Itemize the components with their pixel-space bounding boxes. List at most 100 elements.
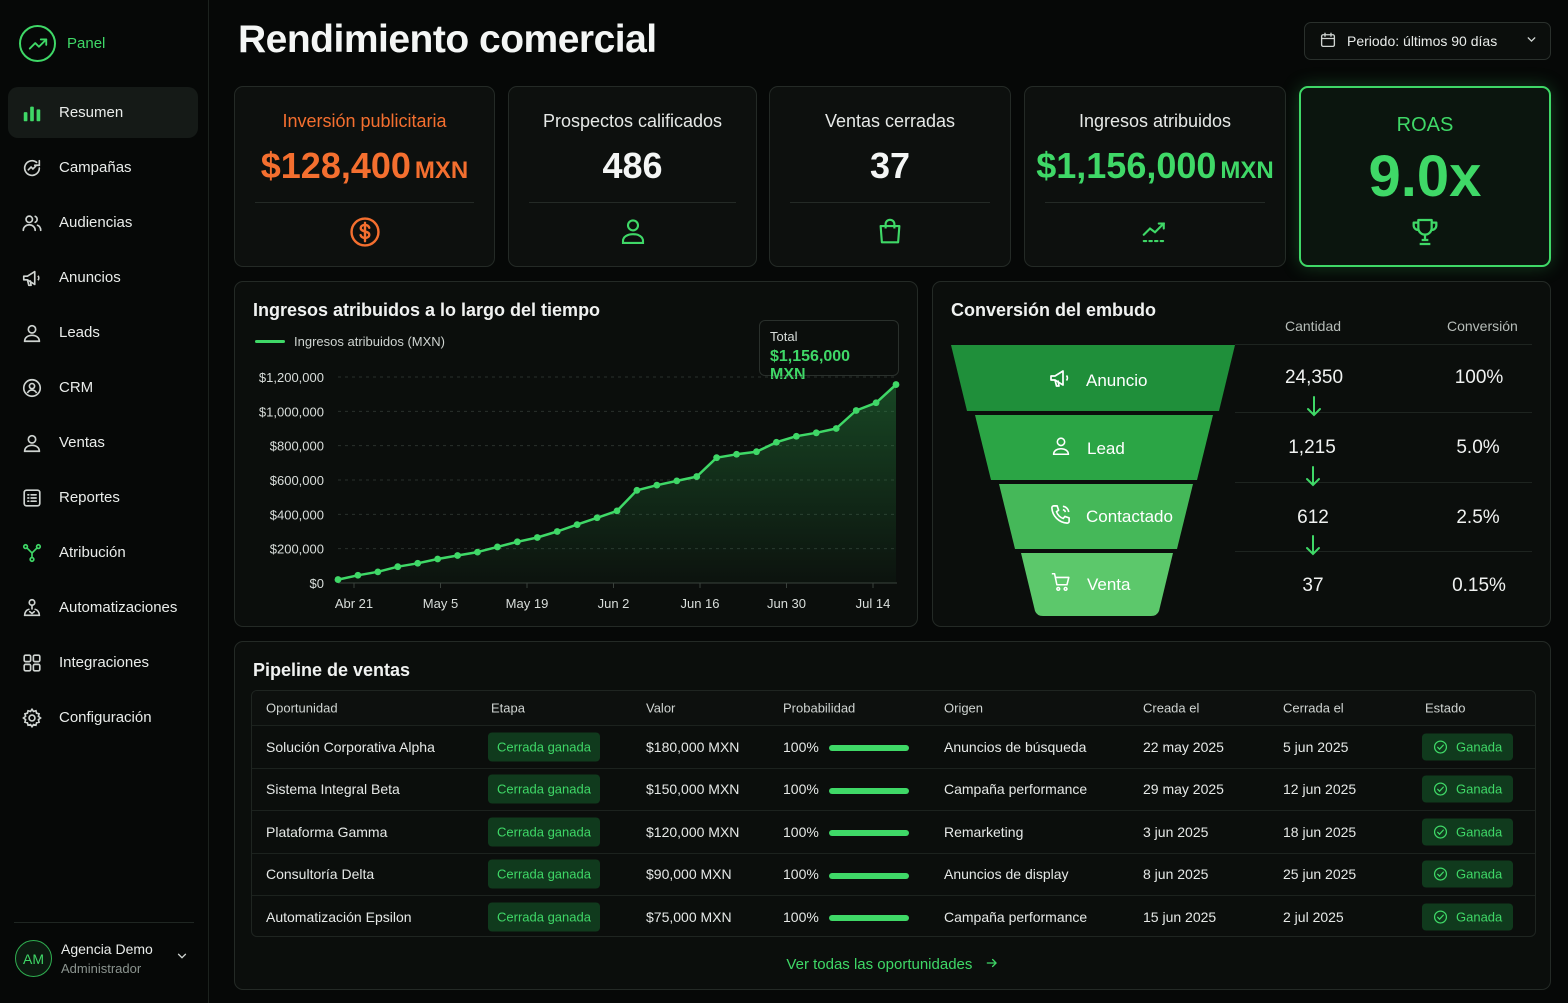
x-tick-label: Jun 30 [767,596,806,611]
sidebar-item-integraciones[interactable]: Integraciones [8,637,198,688]
x-tick-label: Abr 21 [335,596,373,611]
data-point [513,538,521,546]
chevron-down-icon[interactable] [175,949,189,968]
opportunity-value: $120,000 MXN [646,823,740,840]
probability-bar [828,745,909,752]
funnel-divider [1235,412,1532,413]
sidebar-item-label: Atribución [59,544,126,561]
data-point [733,450,740,458]
col-header[interactable]: Valor [646,700,676,716]
user-menu[interactable]: AM Agencia Demo Administrador [15,940,195,977]
pipeline-title: Pipeline de ventas [253,660,411,680]
funnel-divider [1235,482,1532,483]
data-point [673,477,681,485]
col-header[interactable]: Probabilidad [783,700,856,716]
created-date: 15 jun 2025 [1143,908,1217,925]
col-header[interactable]: Creada el [1143,700,1200,716]
origin: Campaña performance [944,781,1088,798]
data-point [434,555,442,563]
sidebar-item-crm[interactable]: CRM [8,362,198,413]
user-name: Agencia Demo [61,941,153,957]
opportunity-name[interactable]: Consultoría Delta [266,866,375,883]
funnel-qty-venta: 37 [1302,575,1324,596]
kpi-value: $1,156,000 MXN [1036,145,1274,186]
trend-up-icon [19,25,56,62]
data-point [573,521,581,529]
kpi-label: Inversión publicitaria [282,111,447,131]
data-point [454,552,461,559]
funnel-conv-lead: 5.0% [1456,437,1500,458]
origin: Campaña performance [944,908,1088,925]
data-point [812,429,820,437]
opportunity-value: $150,000 MXN [646,781,740,798]
funnel-conv-venta: 0.15% [1452,575,1506,596]
funnel-col-conv: Conversión [1447,318,1518,334]
status-badge: Ganada [1422,733,1514,761]
sidebar-item-automatizaciones[interactable]: Automatizaciones [8,582,198,633]
sidebar-item-leads[interactable]: Leads [8,307,198,358]
opportunity-name[interactable]: Automatización Epsilon [266,908,412,925]
funnel-shape [951,345,1235,616]
arrow-down-icon [1307,396,1321,417]
grid-icon [21,652,43,674]
sidebar-item-label: CRM [59,379,94,396]
period-select[interactable]: Periodo: últimos 90 días [1304,22,1551,60]
created-date: 8 jun 2025 [1143,866,1209,883]
opportunity-name[interactable]: Sistema Integral Beta [266,781,400,798]
sidebar-item-label: Automatizaciones [59,599,178,616]
user-icon [618,215,648,252]
sidebar-item-atribucion[interactable]: Atribución [8,527,198,578]
table-row[interactable]: Plataforma Gamma Cerrada ganada $120,000 M… [252,810,1535,853]
sidebar-item-label: Leads [59,324,100,341]
brand[interactable]: Panel [19,25,105,62]
opportunity-name[interactable]: Solución Corporativa Alpha [266,738,435,755]
data-point [494,543,501,551]
data-point [474,548,481,556]
cart-icon [1049,571,1073,598]
automation-icon [21,597,43,619]
funnel-stage-anuncio [951,345,1235,411]
probability-bar [828,787,909,794]
col-header[interactable]: Estado [1425,700,1466,716]
sidebar-item-ventas[interactable]: Ventas [8,417,198,468]
table-row[interactable]: Solución Corporativa Alpha Cerrada ganada… [252,725,1535,768]
user-icon [1050,435,1072,462]
sidebar-item-resumen[interactable]: Resumen [8,87,198,138]
table-row[interactable]: Automatización Epsilon Cerrada ganada $75,… [252,895,1535,936]
kpi-label: ROAS [1396,114,1454,136]
status-badge: Ganada [1422,775,1514,803]
data-point [633,486,641,494]
sidebar-item-configuracion[interactable]: Configuración [8,692,198,743]
sidebar-item-reportes[interactable]: Reportes [8,472,198,523]
bag-icon [875,215,905,252]
table-header: Oportunidad Etapa Valor Probabilidad Ori… [252,691,1535,725]
sidebar-item-audiencias[interactable]: Audiencias [8,197,198,248]
stage-badge: Cerrada ganada [488,774,600,804]
status-badge: Ganada [1422,818,1514,846]
kpi-label: Ingresos atribuidos [1078,111,1232,131]
col-header[interactable]: Oportunidad [266,700,338,716]
col-header[interactable]: Origen [944,700,984,716]
sidebar-item-campanas[interactable]: Campañas [8,142,198,193]
legend-label: Ingresos atribuidos (MXN) [294,334,445,349]
opportunity-name[interactable]: Plataforma Gamma [266,823,388,840]
y-tick-label: $200,000 [270,542,324,557]
probability: 100% [783,909,909,925]
funnel-col-qty: Cantidad [1285,318,1342,334]
probability-bar [828,830,909,837]
brand-label: Panel [67,35,106,52]
see-all-link[interactable]: Ver todas las oportunidades [235,956,1550,973]
created-date: 3 jun 2025 [1143,823,1209,840]
data-point [354,571,362,579]
sidebar-divider [14,922,194,923]
check-circle-icon [1433,910,1448,924]
funnel-conv-anuncio: 100% [1454,367,1504,388]
table-row[interactable]: Consultoría Delta Cerrada ganada $90,000 M… [252,852,1535,896]
arrow-down-icon [1306,535,1320,556]
table-row[interactable]: Sistema Integral Beta Cerrada ganada $150,… [252,767,1535,811]
col-header[interactable]: Cerrada el [1283,700,1344,716]
sidebar-item-anuncios[interactable]: Anuncios [8,252,198,303]
arrow-down-icon [1306,466,1320,487]
funnel-stage-contactado [999,484,1193,549]
col-header[interactable]: Etapa [491,700,525,716]
